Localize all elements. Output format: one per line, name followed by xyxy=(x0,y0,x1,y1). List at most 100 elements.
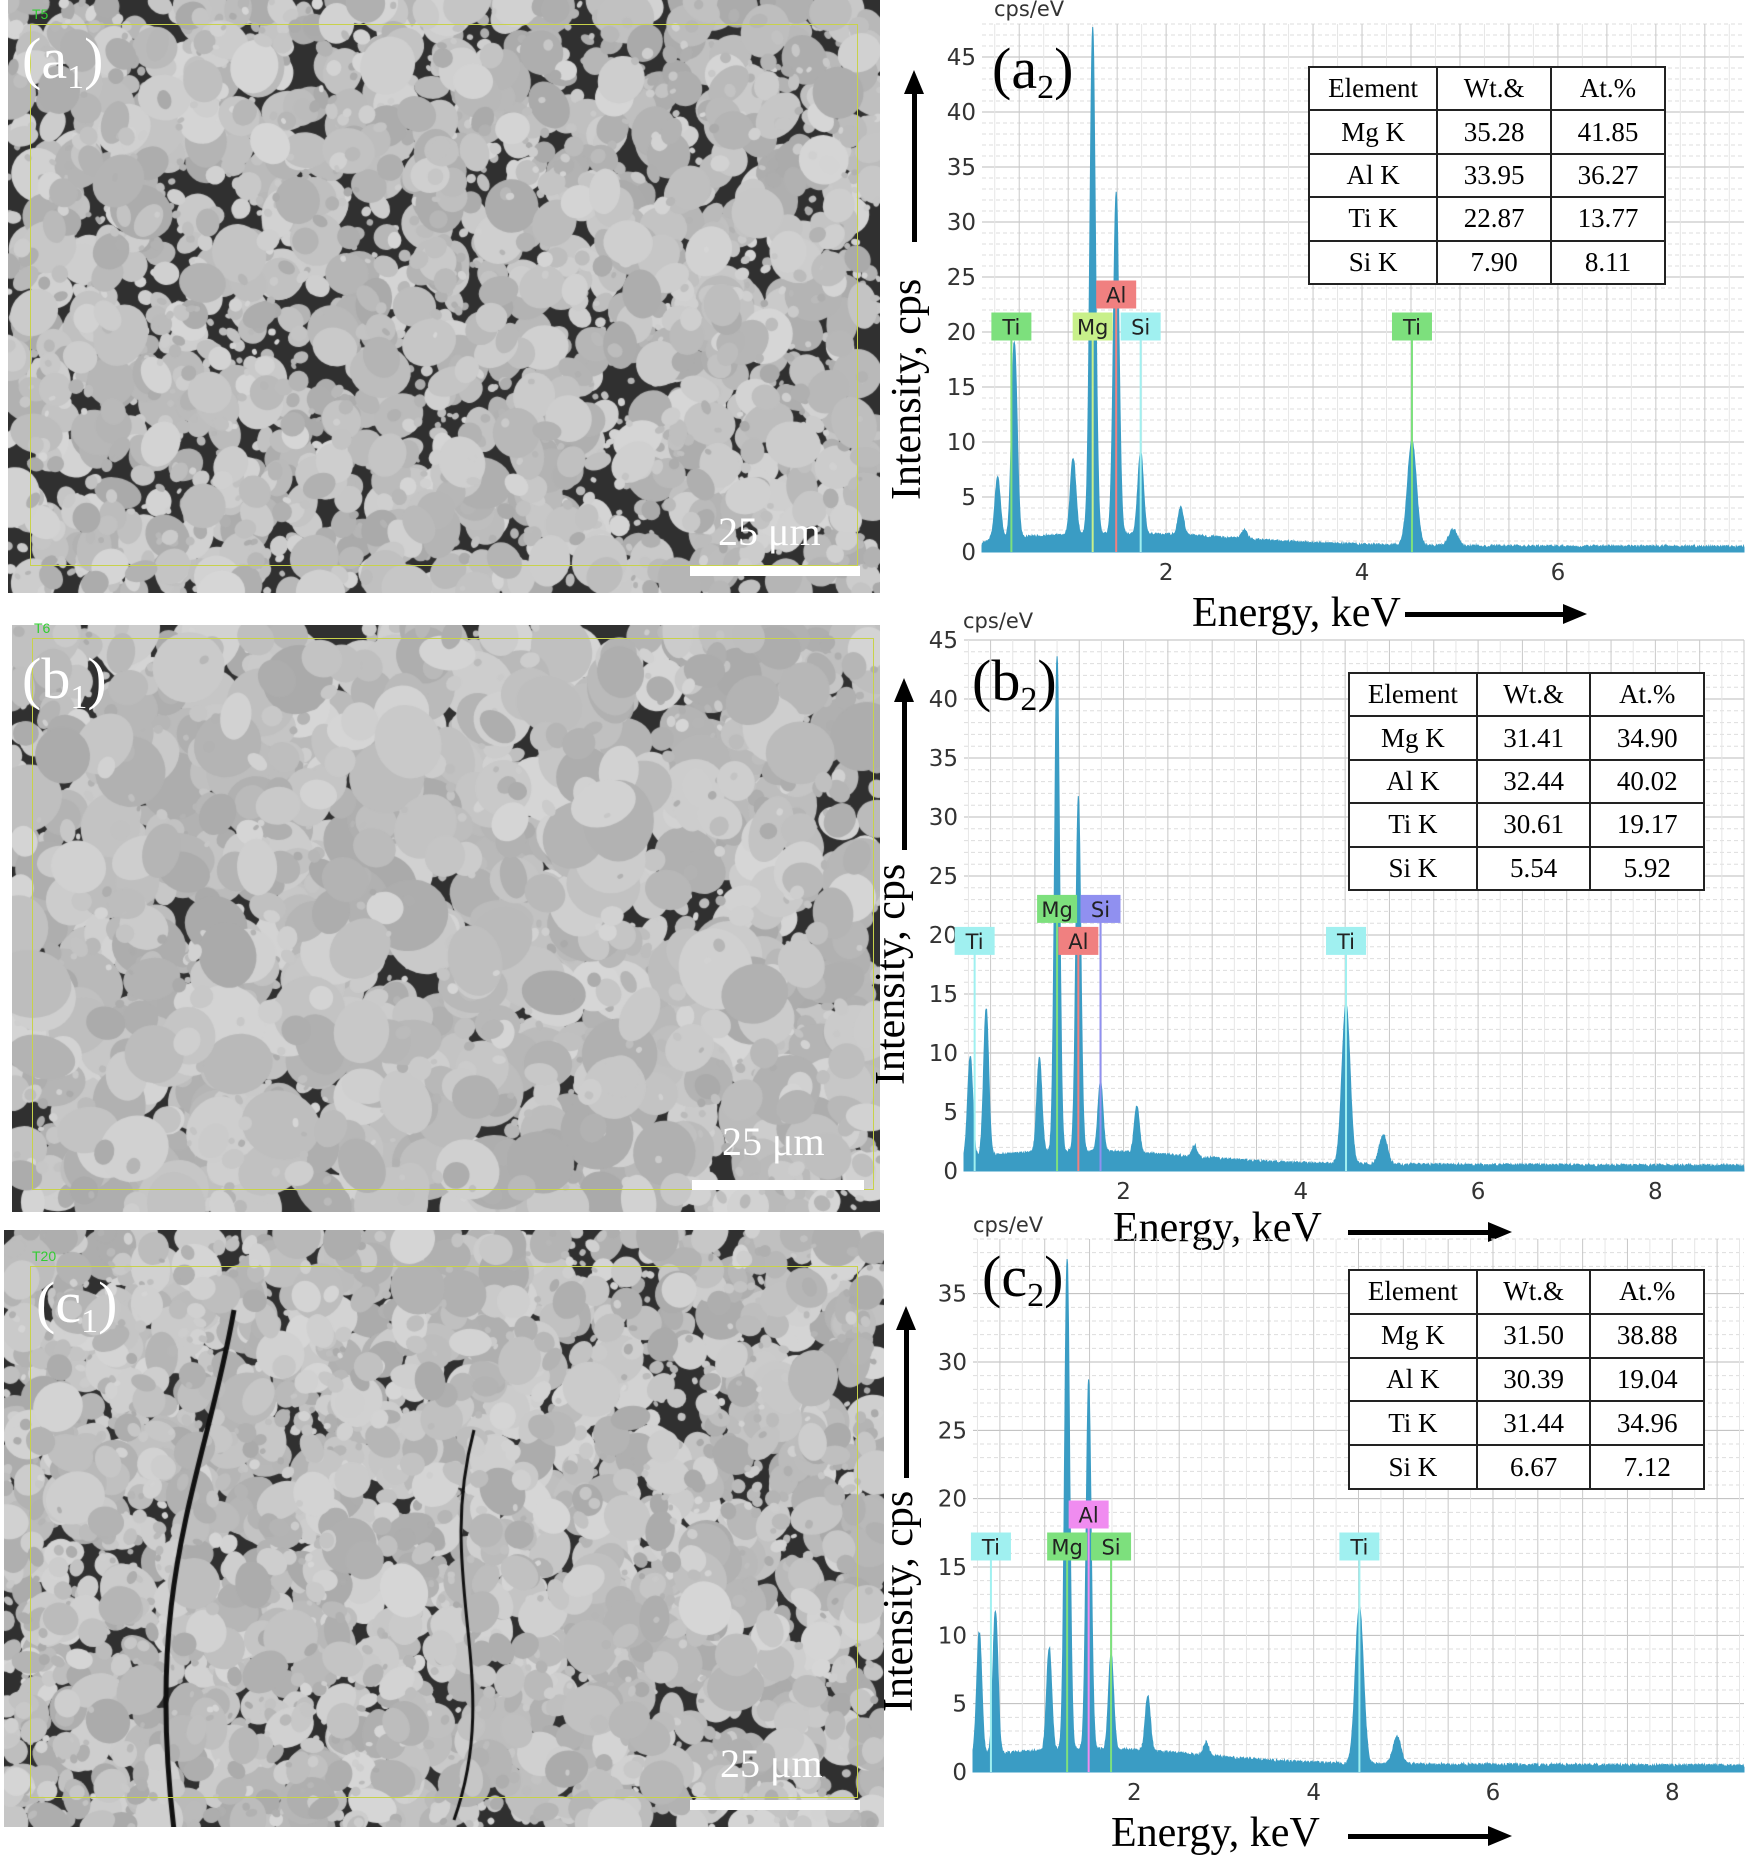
y-tick-label: 35 xyxy=(947,155,976,181)
scale-bar-label: 25 μm xyxy=(718,509,821,554)
label-letter: c xyxy=(55,1270,82,1335)
table-cell: Mg K xyxy=(1307,109,1439,155)
sem-texture xyxy=(12,625,880,1212)
scale-bar xyxy=(692,1180,864,1190)
table-cell: 5.92 xyxy=(1589,845,1705,892)
table-row: Ti K 31.44 34.96 xyxy=(1348,1400,1705,1447)
composition-table: Element Wt.& At.% Mg K 35.28 41.85 Al K 33.95 36… xyxy=(1307,65,1666,286)
y-tick-label: 5 xyxy=(952,1692,967,1718)
element-marker-label: Mg xyxy=(1051,1536,1082,1560)
table-row: Mg K 31.50 38.88 xyxy=(1348,1312,1705,1359)
element-marker-tag xyxy=(1120,312,1161,341)
y-tick-label: 20 xyxy=(929,923,958,949)
y-tick-label: 40 xyxy=(929,687,958,713)
roi-frame xyxy=(32,638,874,1190)
x-tick-label: 2 xyxy=(1159,560,1174,586)
element-marker-label: Ti xyxy=(1349,1536,1368,1560)
table-header-cell: Element xyxy=(1348,671,1478,718)
element-marker-tag xyxy=(970,1532,1011,1561)
x-tick-label: 4 xyxy=(1306,1780,1321,1806)
chart-panel-label: (b2) xyxy=(972,648,1057,718)
element-marker-label: Ti xyxy=(1001,316,1020,340)
label-letter: a xyxy=(41,26,68,91)
table-cell: 19.04 xyxy=(1589,1356,1705,1403)
label-letter: b xyxy=(991,648,1021,713)
label-letter: a xyxy=(1011,36,1038,101)
table-row: Si K 5.54 5.92 xyxy=(1348,845,1705,892)
y-tick-label: 15 xyxy=(947,375,976,401)
scale-bar xyxy=(690,1800,860,1810)
table-row: Al K 33.95 36.27 xyxy=(1307,152,1666,199)
y-tick-label: 5 xyxy=(961,485,976,511)
table-header-row: Element Wt.& At.% xyxy=(1307,65,1666,112)
composition-table: Element Wt.& At.% Mg K 31.50 38.88 Al K 30.39 19… xyxy=(1348,1269,1705,1490)
table-row: Al K 32.44 40.02 xyxy=(1348,758,1705,805)
y-tick-label: 25 xyxy=(929,864,958,890)
table-cell: 31.44 xyxy=(1475,1400,1592,1447)
table-row: Mg K 35.28 41.85 xyxy=(1307,109,1666,155)
element-marker-label: Ti xyxy=(981,1536,1000,1560)
table-cell: Si K xyxy=(1348,845,1478,892)
element-marker-tag xyxy=(1037,894,1078,923)
x-axis-label: Energy, keV xyxy=(1111,1810,1320,1856)
element-marker-label: Si xyxy=(1131,316,1150,340)
y-tick-label: 45 xyxy=(947,45,976,71)
table-cell: 8.11 xyxy=(1550,239,1666,286)
element-marker-tag xyxy=(1080,894,1121,923)
table-cell: 5.54 xyxy=(1475,845,1592,892)
y-tick-label: 25 xyxy=(938,1418,967,1444)
x-tick-label: 6 xyxy=(1471,1179,1486,1205)
table-cell: Al K xyxy=(1307,152,1439,199)
table-header-cell: At.% xyxy=(1589,1269,1705,1315)
label-subscript: 2 xyxy=(1037,69,1055,106)
chart-panel-label: (a2) xyxy=(992,36,1074,106)
label-subscript: 2 xyxy=(1020,681,1038,718)
table-cell: 19.17 xyxy=(1589,802,1705,848)
y-tick-label: 30 xyxy=(929,805,958,831)
x-axis-arrow xyxy=(1405,604,1587,624)
label-letter: b xyxy=(41,646,71,711)
label-subscript: 1 xyxy=(81,1303,99,1340)
element-marker-label: Mg xyxy=(1041,898,1072,922)
table-cell: Al K xyxy=(1348,758,1478,805)
table-cell: Ti K xyxy=(1307,196,1439,242)
element-marker-tag xyxy=(1339,1532,1380,1561)
table-row: Ti K 30.61 19.17 xyxy=(1348,802,1705,848)
x-tick-label: 8 xyxy=(1665,1780,1680,1806)
element-marker-label: Ti xyxy=(1402,316,1421,340)
image-panel-label: (c1) xyxy=(36,1270,118,1340)
table-cell: 38.88 xyxy=(1589,1312,1705,1359)
table-row: Ti K 22.87 13.77 xyxy=(1307,196,1666,242)
table-header-cell: Element xyxy=(1307,65,1439,112)
element-marker-label: Al xyxy=(1068,930,1088,954)
y-tick-label: 25 xyxy=(947,265,976,291)
element-marker-tag xyxy=(1096,280,1137,309)
scale-bar-label: 25 μm xyxy=(722,1119,825,1164)
y-axis-arrow xyxy=(904,70,924,242)
y-unit-label: cps/eV xyxy=(963,609,1034,633)
element-marker-tag xyxy=(1091,1532,1132,1561)
sem-micrograph-b: T6 25 μm xyxy=(12,620,880,1212)
table-cell: 40.02 xyxy=(1589,758,1705,805)
element-marker-label: Al xyxy=(1079,1504,1099,1528)
label-letter: c xyxy=(1001,1244,1028,1309)
table-header-cell: At.% xyxy=(1550,65,1666,112)
x-axis-label: Energy, keV xyxy=(1113,1205,1322,1251)
table-cell: Al K xyxy=(1348,1356,1478,1403)
table-cell: Mg K xyxy=(1348,1312,1478,1359)
table-row: Al K 30.39 19.04 xyxy=(1348,1356,1705,1403)
image-panel-label: (a1) xyxy=(22,26,104,96)
table-cell: 7.90 xyxy=(1436,239,1553,286)
element-marker-tag xyxy=(1047,1532,1088,1561)
table-header-row: Element Wt.& At.% xyxy=(1348,671,1705,718)
table-cell: 41.85 xyxy=(1550,109,1666,155)
chart-panel-label: (c2) xyxy=(982,1244,1064,1314)
composition-table: Element Wt.& At.% Mg K 31.41 34.90 Al K 32.44 40… xyxy=(1348,671,1705,892)
y-tick-label: 5 xyxy=(943,1100,958,1126)
x-axis-arrow xyxy=(1348,1222,1512,1242)
table-cell: Si K xyxy=(1348,1444,1478,1490)
element-marker-label: Ti xyxy=(1336,930,1355,954)
x-tick-label: 4 xyxy=(1293,1179,1308,1205)
